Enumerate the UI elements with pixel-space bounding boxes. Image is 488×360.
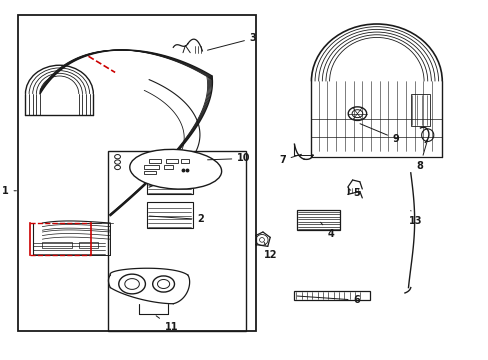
Bar xyxy=(163,165,173,168)
Text: 8: 8 xyxy=(416,140,427,171)
Text: 6: 6 xyxy=(297,295,360,305)
Text: 5: 5 xyxy=(348,188,360,198)
Text: 3: 3 xyxy=(207,33,256,50)
Bar xyxy=(42,242,71,248)
Bar xyxy=(149,159,161,163)
Text: 13: 13 xyxy=(408,211,422,226)
Bar xyxy=(410,94,429,126)
Bar xyxy=(165,159,178,163)
Bar xyxy=(144,165,159,168)
Bar xyxy=(296,211,340,230)
Bar xyxy=(144,171,156,174)
Text: 1: 1 xyxy=(2,186,17,196)
Text: 9: 9 xyxy=(359,124,399,144)
Text: 2: 2 xyxy=(149,215,204,224)
Bar xyxy=(146,202,192,228)
Bar xyxy=(18,15,255,330)
Text: 10: 10 xyxy=(207,153,250,163)
Text: 7: 7 xyxy=(278,154,301,165)
Bar xyxy=(108,151,245,330)
Bar xyxy=(79,242,98,248)
Bar xyxy=(294,291,369,300)
Text: 12: 12 xyxy=(264,242,277,260)
Bar xyxy=(180,159,189,163)
Text: 4: 4 xyxy=(320,222,333,239)
Text: 11: 11 xyxy=(156,316,178,332)
Bar xyxy=(146,167,192,194)
Ellipse shape xyxy=(129,149,221,189)
